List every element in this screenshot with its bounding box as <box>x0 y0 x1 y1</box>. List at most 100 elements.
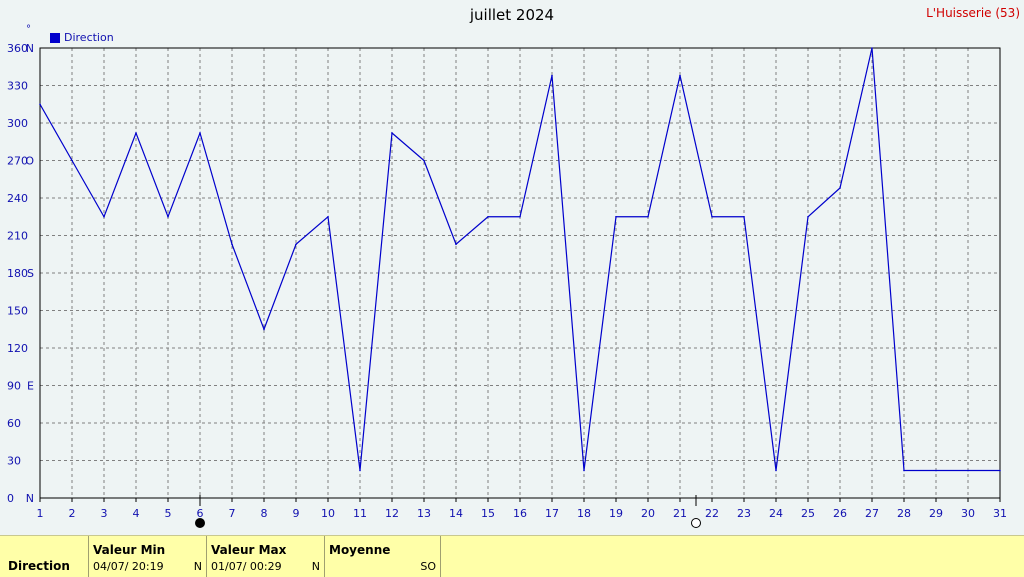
footer-max-dir: N <box>311 560 320 573</box>
chart-title: juillet 2024 <box>469 6 555 24</box>
y-tick-label: 150 <box>7 305 28 318</box>
compass-label: E <box>27 380 34 393</box>
data-point <box>327 215 329 218</box>
data-point <box>999 469 1001 472</box>
footer-max-cell: Valeur Max 01/07/ 00:29 N <box>206 536 325 577</box>
footer-row-label: Direction <box>8 559 70 573</box>
x-tick-label: 10 <box>321 507 335 520</box>
data-point <box>839 187 841 189</box>
footer-avg-cell: Moyenne SO <box>324 536 441 577</box>
x-tick-label: 30 <box>961 507 975 520</box>
footer-avg-label: Moyenne <box>329 543 391 557</box>
footer-min-label: Valeur Min <box>93 543 166 557</box>
x-tick-label: 5 <box>165 507 172 520</box>
x-tick-label: 26 <box>833 507 847 520</box>
data-point <box>231 243 233 246</box>
footer-min-cell: Valeur Min 04/07/ 20:19 N <box>88 536 207 577</box>
x-tick-label: 20 <box>641 507 655 520</box>
data-point <box>935 469 937 472</box>
y-tick-label: 60 <box>7 417 21 430</box>
x-tick-label: 1 <box>37 507 44 520</box>
y-tick-label: 120 <box>7 342 28 355</box>
data-point <box>903 469 905 472</box>
x-tick-label: 13 <box>417 507 431 520</box>
data-point <box>711 215 713 218</box>
legend-label: Direction <box>64 31 114 44</box>
x-tick-label: 2 <box>69 507 76 520</box>
compass-label: N <box>26 492 34 505</box>
x-tick-label: 21 <box>673 507 687 520</box>
compass-label: N <box>26 42 34 55</box>
y-tick-label: 360 <box>7 42 28 55</box>
data-point <box>455 243 457 246</box>
series-direction <box>39 47 1001 472</box>
data-point <box>423 159 425 162</box>
chart: 0306090120150180210240270300330360NESON … <box>7 42 1008 528</box>
data-point <box>775 469 777 472</box>
y-tick-label: 90 <box>7 380 21 393</box>
x-tick-label: 16 <box>513 507 527 520</box>
data-point <box>359 469 361 472</box>
data-point <box>967 469 969 472</box>
data-point <box>263 328 265 331</box>
x-tick-label: 8 <box>261 507 268 520</box>
x-tick-label: 24 <box>769 507 783 520</box>
data-point <box>71 159 73 162</box>
data-point <box>135 132 137 134</box>
x-tick-label: 7 <box>229 507 236 520</box>
data-point <box>871 47 873 49</box>
compass-label: O <box>25 155 34 168</box>
new-moon-icon <box>195 518 205 528</box>
footer-min-date: 04/07/ 20:19 <box>93 560 164 573</box>
data-point <box>391 132 393 134</box>
x-tick-label: 29 <box>929 507 943 520</box>
x-tick-label: 31 <box>993 507 1007 520</box>
data-point <box>295 243 297 246</box>
grid <box>40 48 1000 498</box>
stats-footer: Direction Valeur Min 04/07/ 20:19 N Vale… <box>0 535 1024 577</box>
data-point <box>103 215 105 218</box>
data-point <box>807 215 809 218</box>
x-tick-label: 23 <box>737 507 751 520</box>
y-tick-label: 210 <box>7 230 28 243</box>
data-point <box>743 215 745 218</box>
legend: Direction <box>50 31 114 44</box>
x-tick-label: 22 <box>705 507 719 520</box>
data-point <box>199 132 201 134</box>
x-axis-labels: 1 2 3 4 5 6 7 8 9 10 11 12 13 14 15 16 17 18 19 20 21 22 23 24 2… <box>37 507 1008 520</box>
data-point <box>39 103 41 106</box>
legend-swatch <box>50 32 60 43</box>
plot-frame <box>39 47 1001 499</box>
x-tick-label: 14 <box>449 507 463 520</box>
y-tick-label: 300 <box>7 117 28 130</box>
moon-phases <box>195 495 701 528</box>
x-tick-label: 12 <box>385 507 399 520</box>
x-tick-label: 11 <box>353 507 367 520</box>
y-tick-label: 270 <box>7 155 28 168</box>
x-tick-label: 6 <box>197 507 204 520</box>
x-tick-label: 18 <box>577 507 591 520</box>
data-point <box>487 215 489 218</box>
station-name: L'Huisserie (53) <box>926 6 1020 20</box>
footer-max-date: 01/07/ 00:29 <box>211 560 282 573</box>
y-tick-label: 240 <box>7 192 28 205</box>
x-tick-label: 17 <box>545 507 559 520</box>
x-tick-label: 25 <box>801 507 815 520</box>
unit-label: ° <box>26 24 31 35</box>
data-point <box>647 215 649 218</box>
x-tick-label: 27 <box>865 507 879 520</box>
y-tick-label: 330 <box>7 80 28 93</box>
y-tick-label: 0 <box>7 492 14 505</box>
footer-min-dir: N <box>193 560 202 573</box>
compass-label: S <box>27 267 34 280</box>
data-point <box>679 74 681 77</box>
data-point <box>615 215 617 218</box>
data-point <box>551 74 553 77</box>
x-tick-label: 3 <box>101 507 108 520</box>
full-moon-icon <box>691 518 701 528</box>
data-point <box>583 469 585 472</box>
footer-avg-dir: SO <box>420 560 436 573</box>
x-tick-label: 19 <box>609 507 623 520</box>
data-point <box>519 215 521 218</box>
